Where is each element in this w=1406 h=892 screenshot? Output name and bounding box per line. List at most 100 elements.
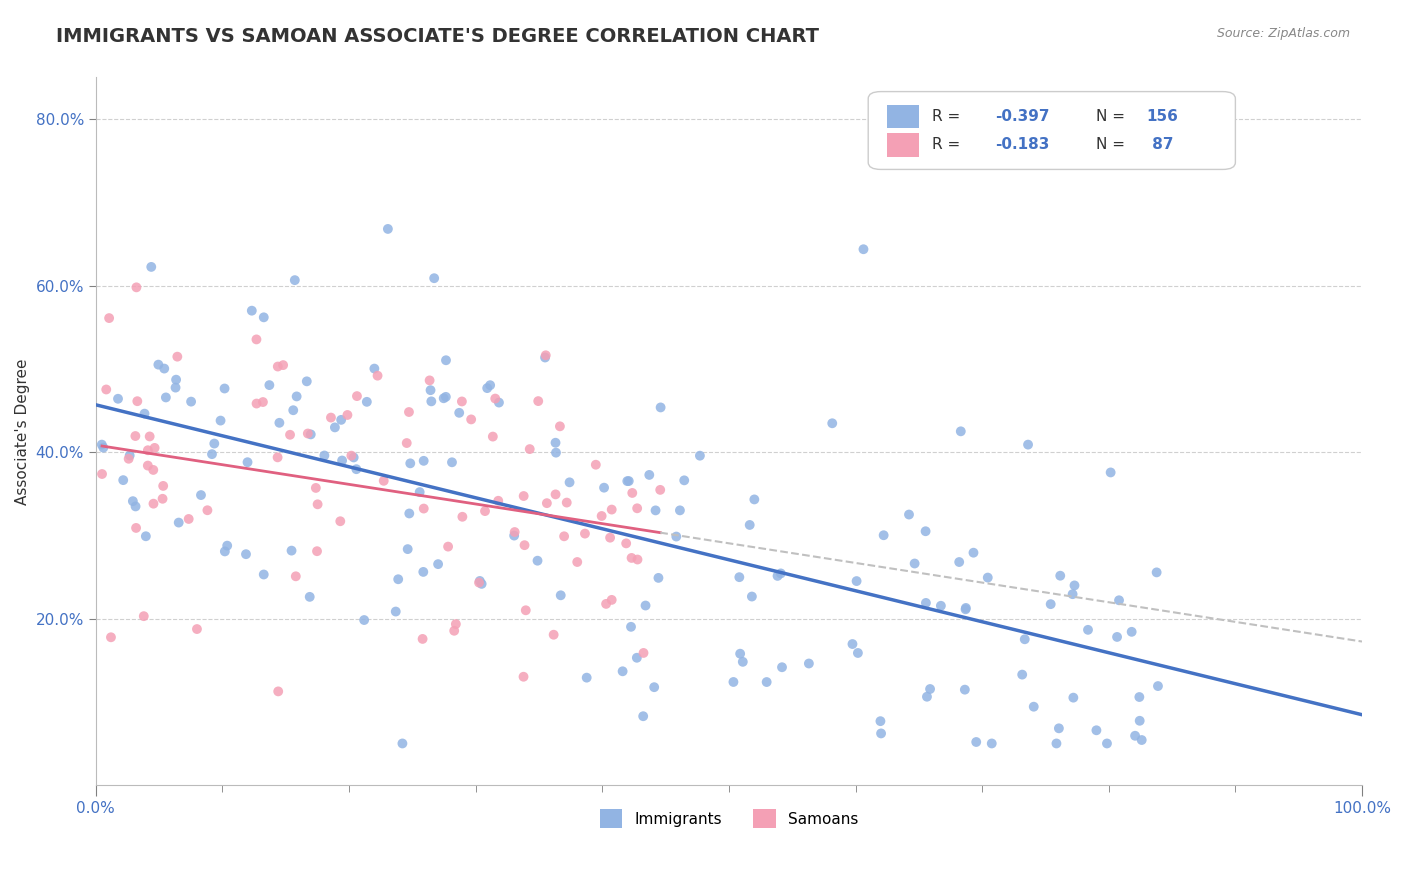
Point: [1121, 624, 1143, 639]
Text: N =: N =: [1097, 109, 1130, 124]
Point: [240, 303, 263, 318]
Point: [527, 394, 550, 409]
Point: [548, 419, 571, 434]
Point: [197, 503, 219, 517]
Point: [148, 358, 170, 372]
Point: [330, 453, 353, 467]
Point: [132, 609, 155, 624]
Point: [980, 736, 1002, 750]
Point: [650, 401, 672, 415]
Point: [1129, 714, 1152, 728]
Point: [259, 378, 281, 392]
Y-axis label: Associate's Degree: Associate's Degree: [15, 358, 30, 505]
Point: [298, 590, 321, 604]
Point: [949, 425, 972, 439]
Text: 156: 156: [1147, 109, 1178, 124]
Point: [90, 437, 112, 451]
Point: [484, 392, 506, 406]
Point: [965, 735, 987, 749]
Point: [299, 427, 322, 442]
Point: [575, 671, 598, 685]
Point: [872, 528, 894, 542]
Point: [600, 593, 623, 607]
Point: [846, 646, 869, 660]
Point: [650, 483, 672, 497]
Point: [1063, 578, 1085, 592]
Point: [929, 599, 952, 613]
Point: [633, 646, 655, 660]
Point: [165, 373, 187, 387]
Point: [512, 489, 534, 503]
Point: [96, 383, 118, 397]
Point: [898, 508, 921, 522]
Point: [443, 624, 465, 638]
Point: [384, 605, 406, 619]
Point: [122, 494, 145, 508]
Point: [797, 657, 820, 671]
Point: [269, 416, 291, 430]
Point: [419, 383, 441, 397]
Point: [285, 389, 308, 403]
Point: [363, 361, 385, 376]
Point: [323, 420, 346, 434]
Point: [343, 450, 366, 465]
Point: [125, 280, 148, 294]
Point: [440, 455, 463, 469]
Point: [723, 675, 745, 690]
Point: [644, 503, 666, 517]
Point: [845, 574, 868, 588]
Point: [278, 427, 301, 442]
Point: [284, 569, 307, 583]
Point: [620, 620, 643, 634]
Point: [155, 391, 177, 405]
Point: [962, 546, 984, 560]
Point: [591, 508, 613, 523]
Point: [138, 429, 160, 443]
Point: [728, 570, 751, 584]
Point: [190, 488, 212, 502]
Point: [614, 536, 637, 550]
Point: [526, 554, 548, 568]
Point: [253, 310, 276, 325]
Point: [626, 552, 648, 566]
Point: [419, 373, 441, 387]
Point: [479, 378, 502, 392]
Point: [503, 528, 526, 542]
Point: [295, 375, 318, 389]
Point: [166, 350, 188, 364]
Point: [1077, 623, 1099, 637]
Point: [1123, 729, 1146, 743]
Point: [515, 603, 537, 617]
Point: [142, 497, 165, 511]
Point: [468, 575, 491, 590]
Point: [544, 435, 567, 450]
Point: [399, 456, 422, 470]
Point: [1147, 679, 1170, 693]
Point: [391, 736, 413, 750]
Point: [544, 445, 567, 459]
Point: [599, 531, 621, 545]
Point: [387, 572, 409, 586]
Point: [396, 542, 419, 557]
Point: [955, 601, 977, 615]
Point: [283, 403, 305, 417]
Point: [915, 596, 938, 610]
Point: [336, 408, 359, 422]
Point: [217, 539, 239, 553]
Text: R =: R =: [932, 137, 965, 153]
Point: [329, 514, 352, 528]
Point: [738, 518, 761, 533]
Point: [612, 665, 634, 679]
Point: [471, 577, 494, 591]
Point: [460, 412, 482, 426]
Point: [600, 502, 623, 516]
Legend: Immigrants, Samoans: Immigrants, Samoans: [593, 803, 865, 834]
Point: [395, 436, 418, 450]
Point: [377, 222, 399, 236]
Point: [673, 473, 696, 487]
Point: [766, 569, 789, 583]
Point: [1099, 466, 1122, 480]
Point: [267, 359, 290, 374]
Point: [412, 501, 434, 516]
Point: [449, 406, 471, 420]
